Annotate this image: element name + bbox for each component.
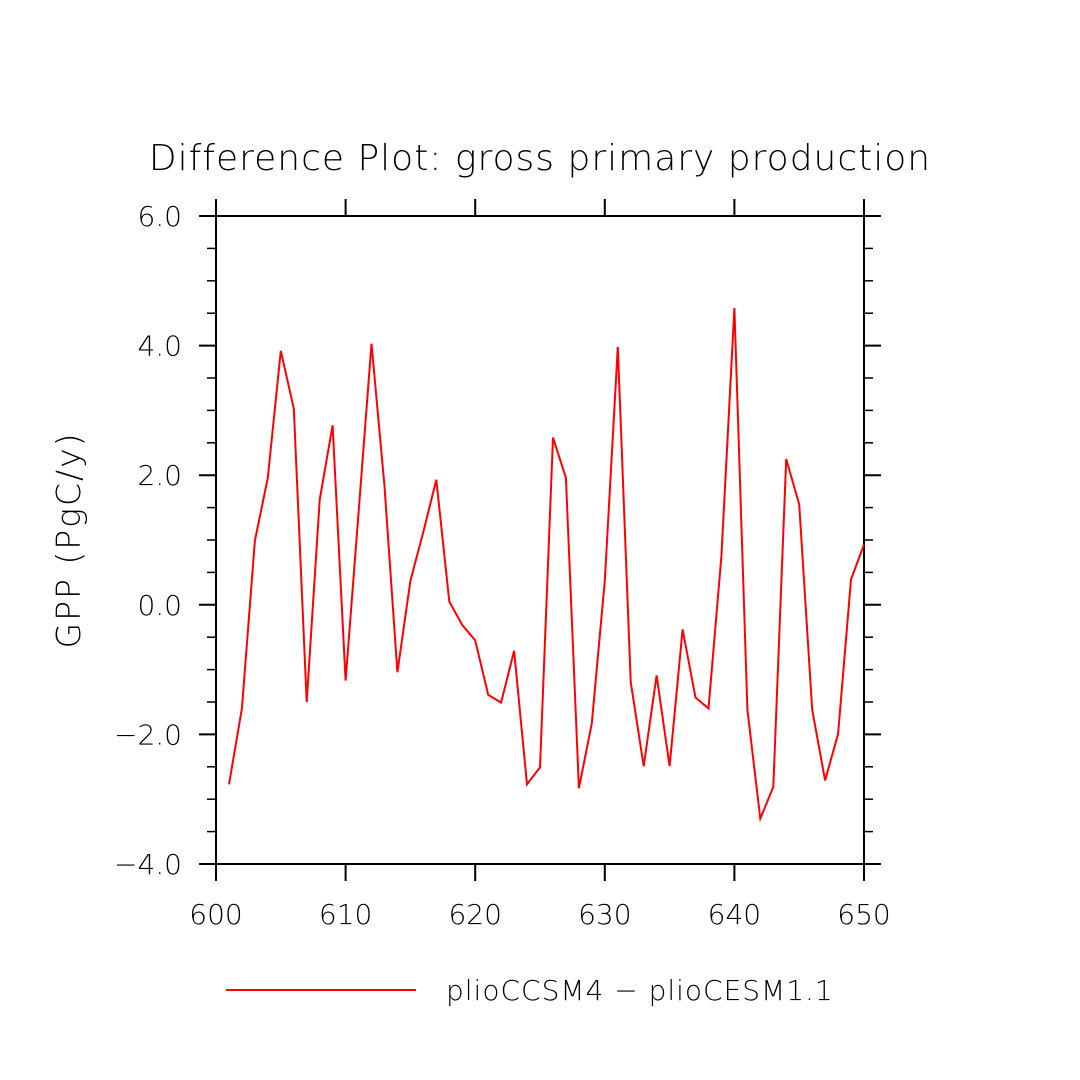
y-tick-label: 4.0: [137, 330, 182, 363]
y-tick-label: 2.0: [137, 459, 182, 492]
x-tick-label: 650: [837, 898, 890, 931]
legend: plioCCSM4 − plioCESM1.1: [226, 974, 834, 1007]
y-tick-label: 6.0: [137, 200, 182, 233]
x-tick-label: 640: [708, 898, 761, 931]
axis-ticks: [199, 199, 881, 881]
x-tick-label: 610: [319, 898, 372, 931]
x-tick-label: 600: [189, 898, 242, 931]
y-tick-label: −2.0: [114, 718, 182, 751]
y-tick-label: −4.0: [114, 848, 182, 881]
chart-title: Difference Plot: gross primary productio…: [149, 138, 931, 179]
series-line: [228, 307, 865, 823]
y-tick-label: 0.0: [137, 589, 182, 622]
axis-tick-labels: 600 610 620 630 640 650 −4.0 −2.0 0.0 2.0 4.0 6.0: [114, 200, 891, 931]
data-series: [228, 307, 865, 823]
x-tick-label: 620: [448, 898, 501, 931]
y-axis-label: GPP (PgC/y): [49, 431, 88, 648]
legend-label: plioCCSM4 − plioCESM1.1: [446, 974, 834, 1007]
x-tick-label: 630: [578, 898, 631, 931]
